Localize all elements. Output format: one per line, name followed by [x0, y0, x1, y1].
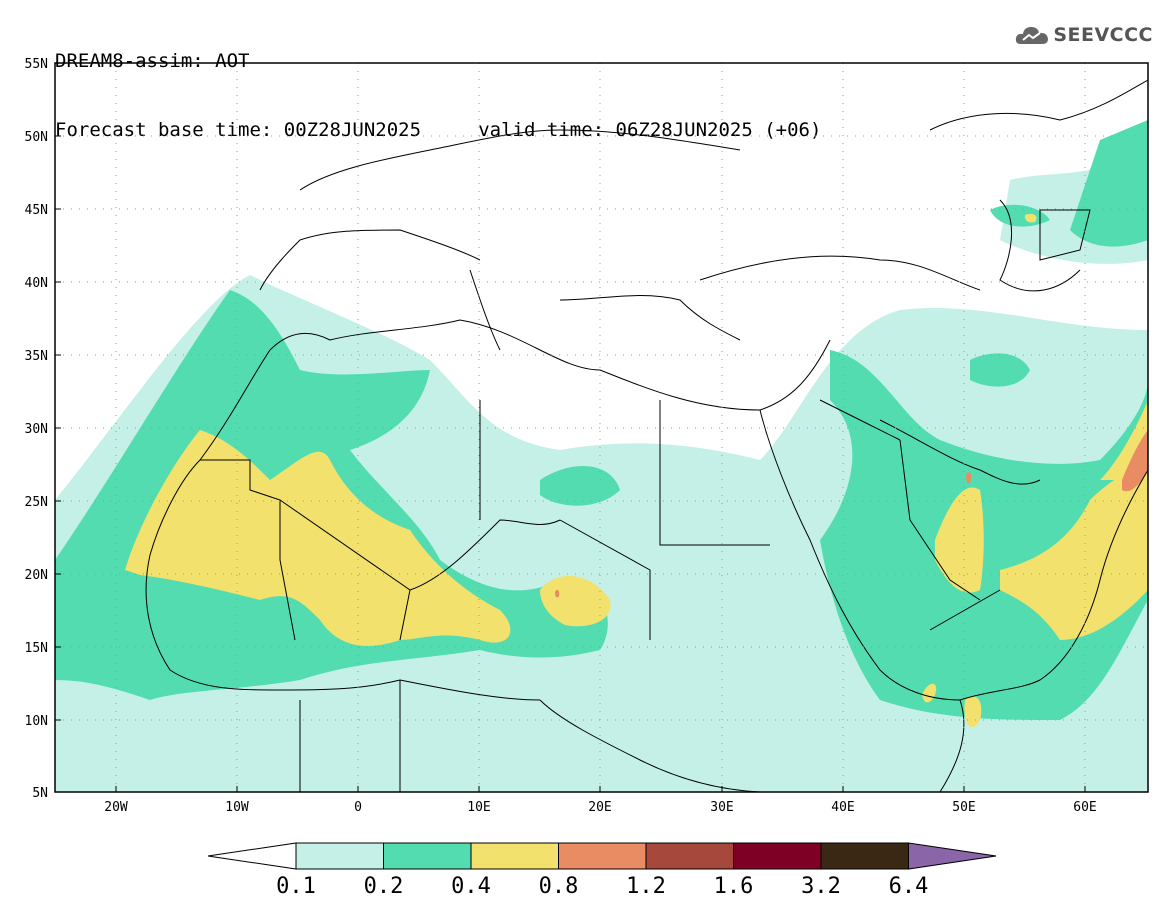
- colorbar-low-triangle: [207, 842, 297, 870]
- colorbar-swatch: [383, 842, 472, 870]
- lat-label: 30N: [25, 422, 48, 437]
- lat-label: 50N: [25, 130, 48, 145]
- colorbar-swatch: [295, 842, 384, 870]
- lat-label: 15N: [25, 641, 48, 656]
- lon-label: 20E: [588, 800, 611, 815]
- lon-label: 10W: [225, 800, 249, 815]
- lon-label: 40E: [831, 800, 854, 815]
- lat-label: 10N: [25, 714, 48, 729]
- colorbar: 0.1 0.2 0.4 0.8 1.2 1.6 3.2 6.4: [207, 842, 997, 899]
- colorbar-label: 0.8: [539, 874, 579, 899]
- colorbar-label: 3.2: [801, 874, 841, 899]
- lon-label: 30E: [710, 800, 733, 815]
- map-title: DREAM8-assim: AOT Forecast base time: 00…: [55, 4, 821, 165]
- longitude-labels: 20W 10W 0 10E 20E 30E 40E 50E 60E: [104, 800, 1096, 815]
- lon-label: 20W: [104, 800, 128, 815]
- title-line-2: Forecast base time: 00Z28JUN2025 valid t…: [55, 119, 822, 141]
- colorbar-swatch: [470, 842, 559, 870]
- cloud-icon: [1016, 27, 1049, 44]
- tick-marks: [55, 62, 1086, 793]
- aot-band-0.8: [555, 430, 1148, 598]
- colorbar-swatch: [733, 842, 822, 870]
- colorbar-label: 0.2: [364, 874, 404, 899]
- lon-label: 10E: [467, 800, 490, 815]
- lat-label: 25N: [25, 495, 48, 510]
- title-line-1: DREAM8-assim: AOT: [55, 50, 250, 72]
- colorbar-swatch: [645, 842, 734, 870]
- colorbar-swatch: [558, 842, 647, 870]
- latitude-labels: 55N 50N 45N 40N 35N 30N 25N 20N 15N 10N …: [25, 57, 48, 801]
- colorbar-swatch: [820, 842, 909, 870]
- lat-label: 20N: [25, 568, 48, 583]
- logo-text: SEEVCCC: [1053, 24, 1153, 46]
- lat-label: 55N: [25, 57, 48, 72]
- colorbar-label: 0.4: [451, 874, 491, 899]
- colorbar-label: 0.1: [276, 874, 316, 899]
- lon-label: 50E: [952, 800, 975, 815]
- lat-label: 45N: [25, 203, 48, 218]
- seevccc-logo: SEEVCCC: [1015, 24, 1153, 46]
- aot-field: [55, 120, 1148, 792]
- colorbar-label: 1.6: [714, 874, 754, 899]
- lon-label: 0: [354, 800, 362, 815]
- lat-label: 35N: [25, 349, 48, 364]
- colorbar-label: 1.2: [626, 874, 666, 899]
- lat-label: 5N: [32, 786, 48, 801]
- coastlines-borders: [145, 79, 1148, 792]
- colorbar-high-triangle: [908, 842, 997, 870]
- lon-label: 60E: [1073, 800, 1096, 815]
- colorbar-label: 6.4: [889, 874, 929, 899]
- lat-label: 40N: [25, 276, 48, 291]
